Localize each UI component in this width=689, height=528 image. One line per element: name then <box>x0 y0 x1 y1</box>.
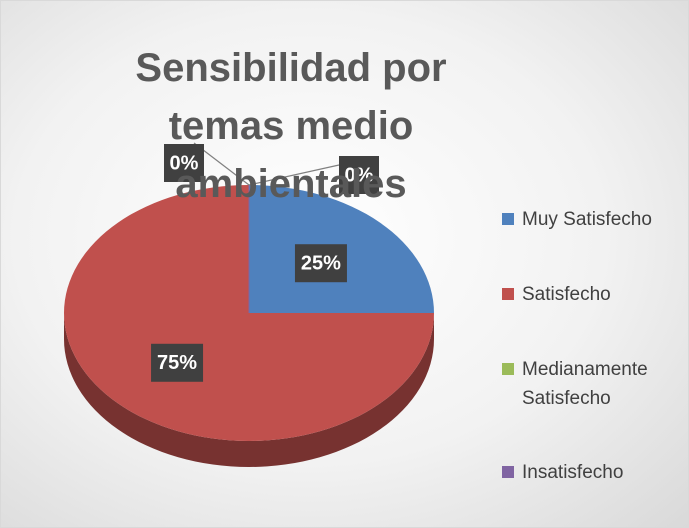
data-label: 25% <box>301 253 341 275</box>
slice-side <box>64 313 434 467</box>
legend-label: Satisfecho <box>522 284 611 305</box>
data-label-box <box>164 144 204 182</box>
legend-swatch <box>502 213 514 225</box>
legend-swatch <box>502 288 514 300</box>
legend-label: Insatisfecho <box>522 462 624 483</box>
data-label-box <box>151 343 204 382</box>
legend-item: Insatisfecho <box>502 458 677 487</box>
legend-item: Satisfecho <box>502 280 677 309</box>
legend-label: Muy Satisfecho <box>522 209 652 230</box>
legend-label: Medianamente Satisfecho <box>522 359 648 409</box>
legend-swatch <box>502 466 514 478</box>
data-label: 0% <box>170 152 199 174</box>
legend-swatch <box>502 363 514 375</box>
leader-line <box>248 164 340 186</box>
data-label: 75% <box>157 352 197 374</box>
chart-title: Sensibilidad por temas medio ambientales <box>135 46 447 206</box>
data-label: 0% <box>345 164 374 186</box>
data-label-box <box>294 244 347 283</box>
legend-item: Muy Satisfecho <box>502 205 677 234</box>
data-label-box <box>339 156 379 194</box>
legend-item: Medianamente Satisfecho <box>502 355 677 413</box>
